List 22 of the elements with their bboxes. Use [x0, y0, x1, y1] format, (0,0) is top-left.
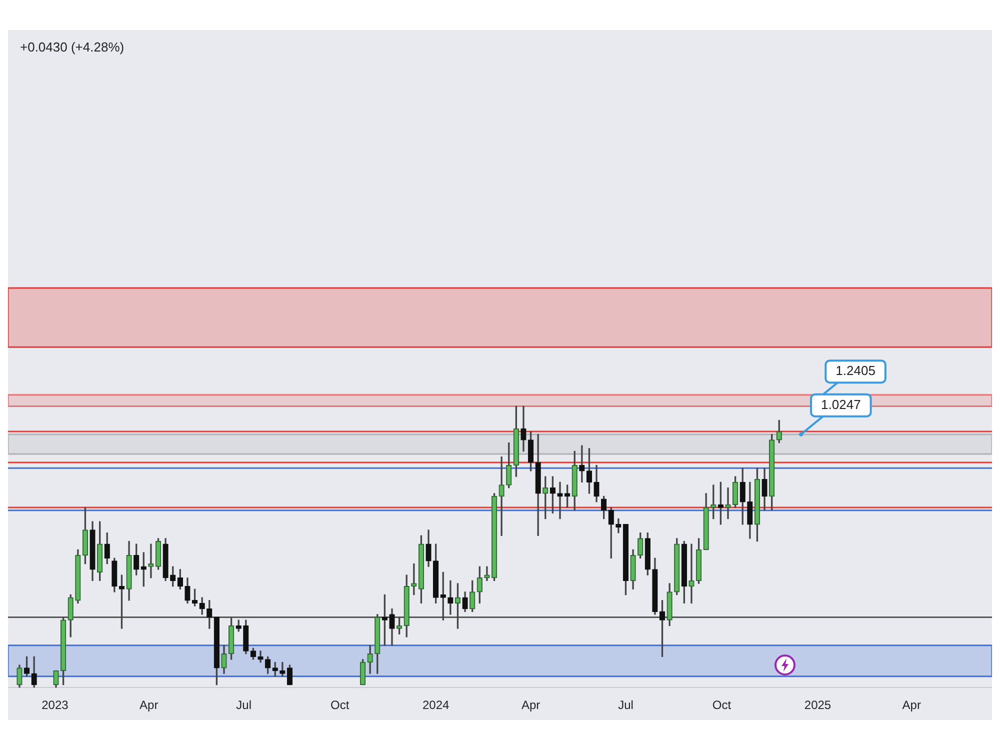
annotation: 1.2405: [836, 363, 876, 378]
candlestick: [280, 662, 286, 677]
candlestick: [148, 544, 154, 578]
x-tick-label: Jul: [236, 698, 252, 712]
candlestick: [448, 580, 454, 615]
candlestick: [557, 482, 563, 520]
candlestick: [688, 544, 694, 604]
candlestick: [725, 487, 731, 520]
x-tick-label: Jul: [618, 698, 634, 712]
candlestick: [498, 456, 504, 536]
x-tick-label: Oct: [330, 698, 350, 712]
x-tick-label: 2023: [42, 698, 69, 712]
x-tick-label: Apr: [140, 698, 158, 712]
candlestick: [616, 518, 622, 534]
x-tick-label: Oct: [712, 698, 732, 712]
x-tick-label: Apr: [902, 698, 921, 712]
text: +0.0430 (+4.28%): [20, 40, 124, 55]
x-tick-label: 2025: [804, 698, 832, 712]
candlestick: [484, 566, 490, 581]
x-tick-label: 2024: [422, 698, 450, 712]
x-tick-label: Apr: [521, 698, 540, 712]
annotation: 1.0247: [821, 396, 861, 412]
